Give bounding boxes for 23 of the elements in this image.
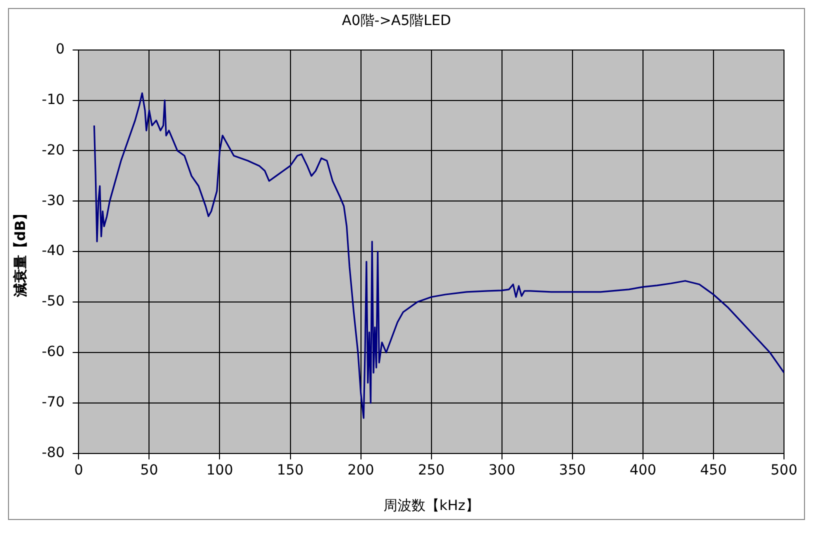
y-tick-label: -60 [42,344,65,360]
x-tick-label: 500 [770,462,798,478]
x-tick-label: 0 [74,462,84,478]
x-tick-label: 250 [418,462,445,478]
x-tick-label: 450 [700,462,727,478]
y-axis-title: 減衰量【dB】 [12,206,30,298]
x-tick-label: 50 [140,462,158,478]
x-axis-title: 周波数【kHz】 [383,498,480,514]
y-tick-label: -30 [42,192,65,209]
y-tick-label: -10 [42,92,65,108]
y-tick-label: -20 [42,142,65,158]
x-tick-label: 200 [347,462,374,478]
y-tick-label: -40 [42,243,65,260]
y-tick-label: -80 [42,445,65,462]
chart-title: A0階->A5階LED [342,13,452,30]
x-tick-label: 350 [559,462,586,478]
y-tick-label: -50 [42,294,65,310]
x-tick-label: 400 [630,462,656,478]
x-tick-label: 100 [206,462,234,478]
x-tick-label: 300 [488,462,516,478]
y-tick-label: 0 [56,41,65,58]
y-tick-label: -70 [42,394,65,411]
x-tick-label: 150 [276,462,304,478]
